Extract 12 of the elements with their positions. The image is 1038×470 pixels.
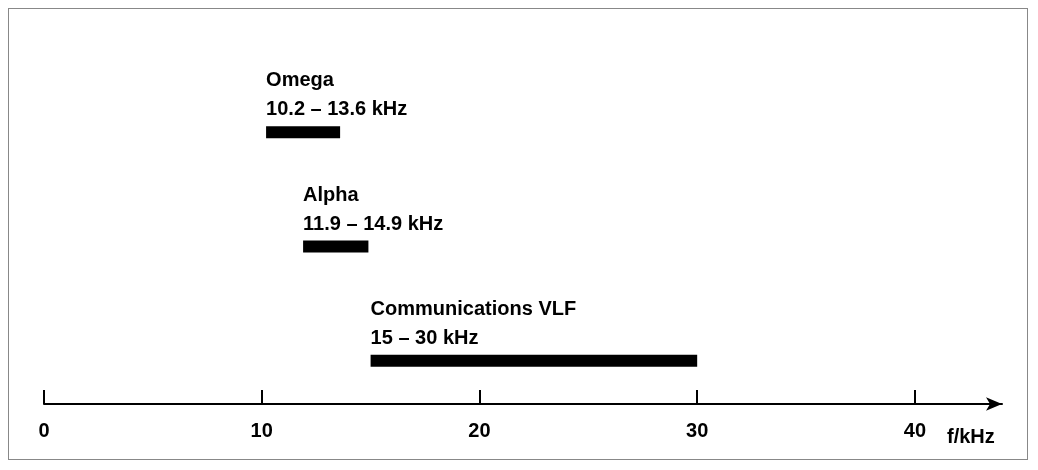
x-tick-label: 0 <box>38 419 50 441</box>
x-tick-label: 30 <box>686 419 709 441</box>
annotation: 15 – 30 kHz <box>370 325 479 348</box>
y-tick-label: Alpha <box>303 182 360 205</box>
x-axis-title: f/kHz <box>947 425 995 447</box>
x-tick-label: 40 <box>903 419 927 441</box>
annotation: 11.9 – 14.9 kHz <box>303 211 444 234</box>
y-tick-label: Communications VLF <box>370 296 577 319</box>
annotation: 10.2 – 13.6 kHz <box>266 97 408 120</box>
x-tick-label: 10 <box>250 419 273 441</box>
x-tick-label: 20 <box>468 419 491 441</box>
y-tick-label: Omega <box>266 68 335 91</box>
